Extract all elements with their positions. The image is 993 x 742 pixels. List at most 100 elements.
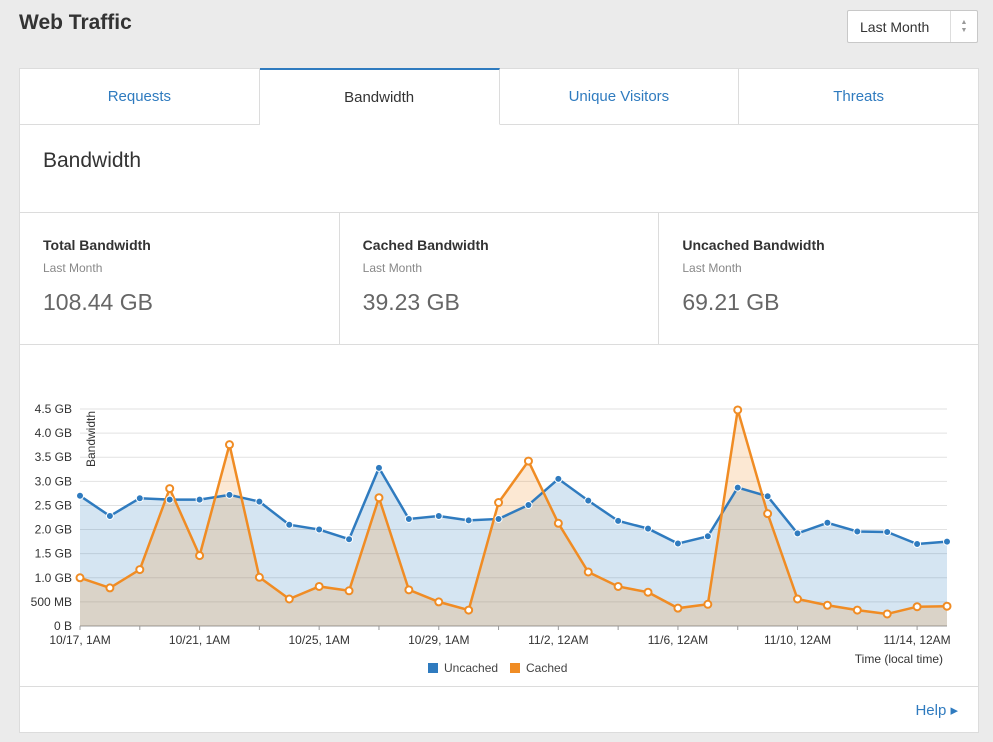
data-point-cached — [523, 456, 533, 466]
x-tick-label: 11/6, 12AM — [648, 633, 708, 647]
data-point-cached — [912, 602, 922, 612]
y-tick-label: 4.5 GB — [35, 402, 72, 416]
traffic-card: Requests Bandwidth Unique Visitors Threa… — [19, 68, 979, 733]
date-range-value: Last Month — [860, 18, 930, 35]
tab-requests[interactable]: Requests — [20, 69, 260, 124]
data-point-cached — [75, 573, 85, 583]
data-point-cached — [314, 581, 324, 591]
legend-swatch-uncached — [428, 663, 438, 673]
data-point-cached — [344, 586, 354, 596]
select-arrows-icon: ▲ ▼ — [950, 11, 977, 42]
data-point-cached — [284, 594, 294, 604]
stat-cached-bandwidth: Cached Bandwidth Last Month 39.23 GB — [340, 213, 660, 344]
series-line-uncached — [79, 465, 948, 546]
x-tick-label: 10/17, 1AM — [49, 633, 110, 647]
data-point-uncached — [554, 474, 563, 483]
data-point-uncached — [883, 527, 892, 536]
stat-value: 108.44 GB — [43, 289, 153, 315]
data-point-cached — [195, 551, 205, 561]
data-point-cached — [464, 605, 474, 615]
x-tick-label: 11/2, 12AM — [528, 633, 588, 647]
y-tick-label: 3.0 GB — [35, 474, 72, 488]
tab-bar: Requests Bandwidth Unique Visitors Threa… — [20, 68, 978, 125]
data-point-cached — [793, 594, 803, 604]
data-point-cached — [254, 572, 264, 582]
stat-period: Last Month — [362, 261, 423, 275]
data-point-uncached — [225, 490, 234, 499]
data-point-uncached — [614, 516, 623, 525]
data-point-uncached — [76, 491, 84, 500]
data-point-cached — [135, 565, 145, 575]
data-point-uncached — [315, 525, 324, 534]
y-tick-label: 500 MB — [31, 595, 72, 609]
data-point-cached — [165, 484, 175, 494]
stat-value: 39.23 GB — [362, 289, 460, 315]
legend-label-cached: Cached — [526, 661, 567, 675]
data-point-uncached — [285, 520, 294, 529]
data-point-cached — [882, 609, 892, 619]
tab-bandwidth[interactable]: Bandwidth — [259, 68, 500, 125]
stat-title: Cached Bandwidth — [362, 237, 489, 253]
data-point-cached — [613, 581, 623, 591]
bandwidth-chart: 0 B 500 MB 1.0 GB 1.5 GB 2.0 GB 2.5 GB 3.0 GB 3… — [20, 345, 978, 687]
page-title: Web Traffic — [19, 11, 132, 34]
data-point-cached — [494, 498, 504, 508]
stat-value: 69.21 GB — [682, 289, 780, 315]
data-point-uncached — [943, 537, 951, 546]
x-axis-label: Time (local time) — [855, 652, 943, 666]
legend-swatch-cached — [510, 663, 520, 673]
data-point-cached — [583, 567, 593, 577]
x-tick-label: 10/29, 1AM — [408, 633, 469, 647]
data-point-uncached — [703, 532, 712, 541]
stat-title: Total Bandwidth — [43, 237, 151, 253]
y-axis-label: Bandwidth — [84, 411, 98, 467]
data-point-uncached — [823, 518, 832, 527]
section-title: Bandwidth — [20, 125, 978, 213]
data-point-uncached — [165, 495, 174, 504]
y-tick-label: 4.0 GB — [35, 426, 72, 440]
data-point-cached — [673, 603, 683, 613]
data-point-cached — [942, 601, 952, 611]
stat-period: Last Month — [682, 261, 742, 275]
date-range-select[interactable]: Last Month ▲ ▼ — [847, 10, 978, 43]
data-point-cached — [404, 585, 414, 595]
data-point-cached — [763, 509, 773, 519]
stat-period: Last Month — [43, 261, 103, 275]
y-tick-label: 2.5 GB — [35, 498, 72, 512]
data-point-uncached — [673, 539, 682, 548]
y-tick-label: 1.5 GB — [35, 547, 72, 561]
y-tick-label: 3.5 GB — [35, 450, 72, 464]
data-point-uncached — [733, 483, 742, 492]
series-area-uncached — [80, 467, 947, 626]
data-point-uncached — [404, 514, 413, 523]
data-point-uncached — [793, 529, 802, 538]
data-point-uncached — [374, 463, 383, 472]
data-point-uncached — [494, 514, 503, 523]
data-point-uncached — [255, 497, 264, 506]
stat-uncached-bandwidth: Uncached Bandwidth Last Month 69.21 GB — [659, 213, 978, 344]
card-footer: Help ▸ — [20, 687, 978, 732]
data-point-uncached — [135, 494, 144, 503]
tab-unique-visitors[interactable]: Unique Visitors — [499, 69, 740, 124]
legend-label-uncached: Uncached — [444, 661, 498, 675]
y-tick-label: 0 B — [54, 619, 72, 633]
x-tick-label: 10/25, 1AM — [288, 633, 349, 647]
tab-threats[interactable]: Threats — [739, 69, 978, 124]
data-point-uncached — [434, 512, 443, 521]
data-point-cached — [733, 405, 743, 415]
y-tick-label: 1.0 GB — [35, 571, 72, 585]
stat-title: Uncached Bandwidth — [682, 237, 825, 253]
data-point-cached — [553, 518, 563, 528]
data-point-cached — [434, 597, 444, 607]
y-tick-label: 2.0 GB — [35, 523, 72, 537]
data-point-uncached — [584, 496, 593, 505]
help-link[interactable]: Help ▸ — [915, 702, 958, 719]
stat-total-bandwidth: Total Bandwidth Last Month 108.44 GB — [20, 213, 340, 344]
data-point-cached — [374, 493, 384, 503]
data-point-uncached — [853, 527, 862, 536]
data-point-cached — [852, 605, 862, 615]
data-point-uncached — [345, 535, 354, 544]
x-tick-label: 10/21, 1AM — [169, 633, 230, 647]
data-point-uncached — [464, 516, 473, 525]
data-point-cached — [643, 587, 653, 597]
